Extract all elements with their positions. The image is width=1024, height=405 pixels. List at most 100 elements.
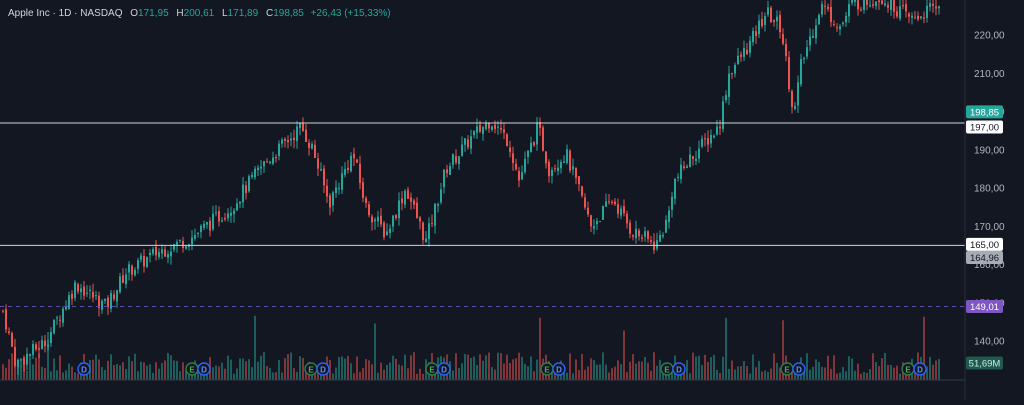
candle-body[interactable] — [695, 158, 697, 161]
candle-body[interactable] — [470, 136, 472, 149]
candle-body[interactable] — [584, 197, 586, 208]
candle-body[interactable] — [722, 101, 724, 130]
candle-body[interactable] — [8, 331, 10, 333]
candle-body[interactable] — [377, 216, 379, 222]
candle-body[interactable] — [758, 20, 760, 35]
candle-body[interactable] — [128, 264, 130, 273]
candle-body[interactable] — [701, 138, 703, 147]
candle-body[interactable] — [764, 16, 766, 25]
candle-body[interactable] — [287, 140, 289, 143]
candle-body[interactable] — [452, 154, 454, 165]
candle-body[interactable] — [704, 138, 706, 140]
candle-body[interactable] — [668, 210, 670, 222]
candle-body[interactable] — [164, 249, 166, 257]
candle-body[interactable] — [278, 143, 280, 157]
candle-body[interactable] — [92, 291, 94, 298]
candle-body[interactable] — [926, 5, 928, 18]
candle-body[interactable] — [176, 241, 178, 245]
candle-body[interactable] — [269, 161, 271, 164]
candle-body[interactable] — [626, 213, 628, 224]
candle-body[interactable] — [794, 105, 796, 109]
candle-body[interactable] — [827, 6, 829, 10]
candle-body[interactable] — [590, 215, 592, 227]
candle-body[interactable] — [257, 167, 259, 171]
candle-body[interactable] — [917, 15, 919, 20]
candle-body[interactable] — [101, 300, 103, 310]
candle-body[interactable] — [71, 293, 73, 299]
candle-body[interactable] — [545, 151, 547, 164]
line-price-badge[interactable]: 165,00 — [966, 237, 1003, 251]
candle-body[interactable] — [158, 252, 160, 257]
earnings-marker[interactable]: E — [660, 362, 674, 376]
candle-body[interactable] — [185, 246, 187, 249]
candle-body[interactable] — [212, 213, 214, 230]
candle-body[interactable] — [503, 129, 505, 133]
candle-body[interactable] — [230, 212, 232, 216]
candle-body[interactable] — [497, 126, 499, 128]
candle-body[interactable] — [62, 308, 64, 323]
candle-body[interactable] — [707, 138, 709, 145]
candle-body[interactable] — [575, 167, 577, 178]
candle-body[interactable] — [263, 161, 265, 167]
candle-body[interactable] — [839, 26, 841, 30]
candle-body[interactable] — [569, 150, 571, 171]
candle-body[interactable] — [899, 6, 901, 19]
candle-body[interactable] — [191, 237, 193, 245]
candle-body[interactable] — [629, 222, 631, 234]
candle-body[interactable] — [392, 215, 394, 227]
candle-body[interactable] — [650, 240, 652, 242]
candle-body[interactable] — [554, 168, 556, 170]
candle-body[interactable] — [413, 200, 415, 205]
candle-body[interactable] — [692, 156, 694, 159]
candle-body[interactable] — [479, 124, 481, 132]
candle-body[interactable] — [401, 198, 403, 204]
candle-body[interactable] — [674, 179, 676, 199]
candle-body[interactable] — [107, 297, 109, 308]
candle-body[interactable] — [44, 340, 46, 347]
earnings-marker[interactable]: E — [901, 362, 915, 376]
candle-body[interactable] — [512, 153, 514, 164]
candle-body[interactable] — [206, 222, 208, 225]
candle-body[interactable] — [587, 207, 589, 215]
candle-body[interactable] — [122, 275, 124, 284]
candle-body[interactable] — [221, 220, 223, 222]
candle-body[interactable] — [161, 249, 163, 254]
candle-body[interactable] — [149, 252, 151, 256]
candle-body[interactable] — [398, 200, 400, 219]
candle-body[interactable] — [869, 5, 871, 7]
candle-body[interactable] — [482, 127, 484, 134]
candle-body[interactable] — [725, 95, 727, 101]
candle-body[interactable] — [461, 144, 463, 156]
candle-body[interactable] — [485, 122, 487, 130]
candle-body[interactable] — [614, 201, 616, 205]
candle-body[interactable] — [431, 222, 433, 224]
candle-body[interactable] — [689, 154, 691, 167]
volume-badge[interactable]: 51,69M — [966, 356, 1003, 370]
candle-body[interactable] — [902, 5, 904, 7]
candle-body[interactable] — [440, 189, 442, 203]
candle-body[interactable] — [719, 126, 721, 129]
earnings-marker[interactable]: E — [540, 362, 554, 376]
candle-body[interactable] — [464, 138, 466, 145]
alert-price-badge[interactable]: 149,01 — [966, 300, 1003, 314]
candle-body[interactable] — [851, 0, 853, 3]
candle-body[interactable] — [302, 123, 304, 132]
candle-body[interactable] — [890, 0, 892, 10]
candle-body[interactable] — [104, 298, 106, 301]
candle-body[interactable] — [59, 319, 61, 321]
candle-body[interactable] — [434, 203, 436, 226]
candle-body[interactable] — [572, 166, 574, 170]
candle-body[interactable] — [527, 150, 529, 157]
dividend-marker[interactable]: D — [552, 362, 566, 376]
candle-body[interactable] — [5, 309, 7, 330]
candle-body[interactable] — [617, 204, 619, 214]
candle-body[interactable] — [713, 135, 715, 138]
candle-body[interactable] — [65, 306, 67, 310]
candle-body[interactable] — [344, 169, 346, 175]
candle-body[interactable] — [812, 35, 814, 38]
candle-body[interactable] — [542, 127, 544, 151]
candle-body[interactable] — [791, 90, 793, 107]
candle-body[interactable] — [173, 244, 175, 250]
candle-body[interactable] — [284, 138, 286, 141]
